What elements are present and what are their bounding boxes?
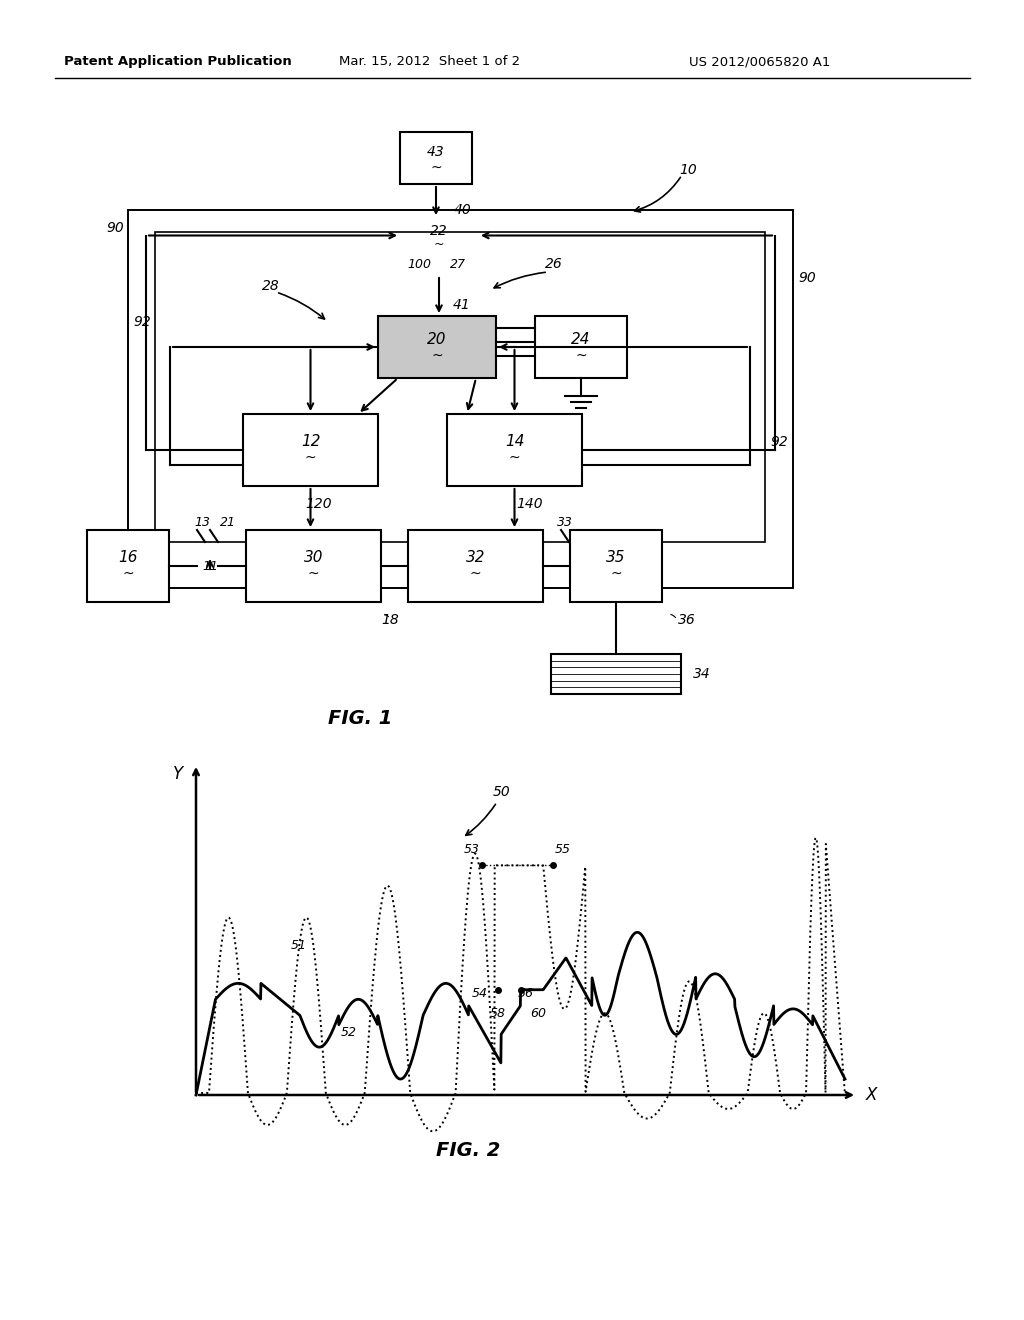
Text: 58: 58 bbox=[489, 1007, 506, 1020]
Text: 24: 24 bbox=[571, 333, 591, 347]
Text: 35: 35 bbox=[606, 550, 626, 565]
Text: 140: 140 bbox=[516, 498, 543, 511]
Text: 26: 26 bbox=[545, 257, 563, 271]
Text: 11: 11 bbox=[202, 560, 218, 573]
Text: 21: 21 bbox=[220, 516, 236, 528]
Text: X: X bbox=[865, 1086, 877, 1104]
Text: 22: 22 bbox=[430, 224, 447, 238]
Bar bbox=[551, 653, 681, 694]
Bar bbox=[378, 315, 496, 378]
Text: 10: 10 bbox=[679, 162, 697, 177]
Text: 90: 90 bbox=[798, 271, 816, 285]
Bar bbox=[447, 414, 582, 486]
Text: 33: 33 bbox=[557, 516, 573, 528]
Text: 90: 90 bbox=[106, 220, 124, 235]
Text: ~: ~ bbox=[470, 568, 481, 581]
Text: 55: 55 bbox=[555, 843, 571, 855]
Text: 34: 34 bbox=[693, 667, 711, 681]
Text: 53: 53 bbox=[464, 843, 479, 855]
Bar bbox=[243, 414, 378, 486]
Bar bbox=[246, 531, 381, 602]
Text: ~: ~ bbox=[122, 568, 134, 581]
Bar bbox=[408, 531, 543, 602]
Text: 60: 60 bbox=[530, 1007, 547, 1020]
Bar bbox=[155, 232, 765, 543]
Text: FIG. 2: FIG. 2 bbox=[436, 1140, 500, 1159]
Text: 12: 12 bbox=[301, 434, 321, 450]
Text: FIG. 1: FIG. 1 bbox=[328, 709, 392, 727]
Text: ~: ~ bbox=[307, 568, 319, 581]
Bar bbox=[87, 531, 169, 602]
Text: ~: ~ bbox=[434, 238, 444, 251]
Text: 18: 18 bbox=[381, 612, 399, 627]
Text: 32: 32 bbox=[466, 550, 485, 565]
Text: ~: ~ bbox=[431, 348, 442, 363]
Text: 92: 92 bbox=[770, 436, 787, 449]
Bar bbox=[128, 210, 793, 587]
Bar bbox=[535, 315, 627, 378]
Text: 92: 92 bbox=[133, 315, 151, 329]
Text: ~: ~ bbox=[509, 451, 520, 465]
Text: ~: ~ bbox=[610, 568, 622, 581]
Text: 41: 41 bbox=[453, 298, 471, 312]
Bar bbox=[400, 218, 478, 253]
Text: 30: 30 bbox=[304, 550, 324, 565]
Text: US 2012/0065820 A1: US 2012/0065820 A1 bbox=[689, 55, 830, 69]
Text: Patent Application Publication: Patent Application Publication bbox=[65, 55, 292, 69]
Text: 14: 14 bbox=[505, 434, 524, 450]
Text: 16: 16 bbox=[118, 550, 138, 565]
Text: 51: 51 bbox=[291, 940, 306, 952]
Text: 52: 52 bbox=[341, 1026, 356, 1039]
Text: 54: 54 bbox=[472, 987, 487, 1001]
Text: 13: 13 bbox=[194, 516, 210, 528]
Text: 50: 50 bbox=[494, 785, 511, 799]
Text: Y: Y bbox=[173, 766, 183, 783]
Text: 27: 27 bbox=[450, 257, 466, 271]
Text: 36: 36 bbox=[678, 612, 695, 627]
Text: 100: 100 bbox=[407, 257, 431, 271]
Text: 56: 56 bbox=[517, 987, 534, 1001]
Bar bbox=[570, 531, 662, 602]
Bar bbox=[439, 253, 478, 275]
Text: 40: 40 bbox=[454, 203, 472, 216]
Bar bbox=[400, 132, 472, 183]
Text: ~: ~ bbox=[575, 348, 587, 363]
Text: 20: 20 bbox=[427, 333, 446, 347]
Text: Mar. 15, 2012  Sheet 1 of 2: Mar. 15, 2012 Sheet 1 of 2 bbox=[339, 55, 520, 69]
Text: ~: ~ bbox=[430, 161, 441, 176]
Text: 28: 28 bbox=[262, 279, 280, 293]
Text: 120: 120 bbox=[305, 498, 332, 511]
Bar bbox=[400, 253, 439, 275]
Text: ~: ~ bbox=[305, 451, 316, 465]
Text: 43: 43 bbox=[427, 145, 444, 158]
